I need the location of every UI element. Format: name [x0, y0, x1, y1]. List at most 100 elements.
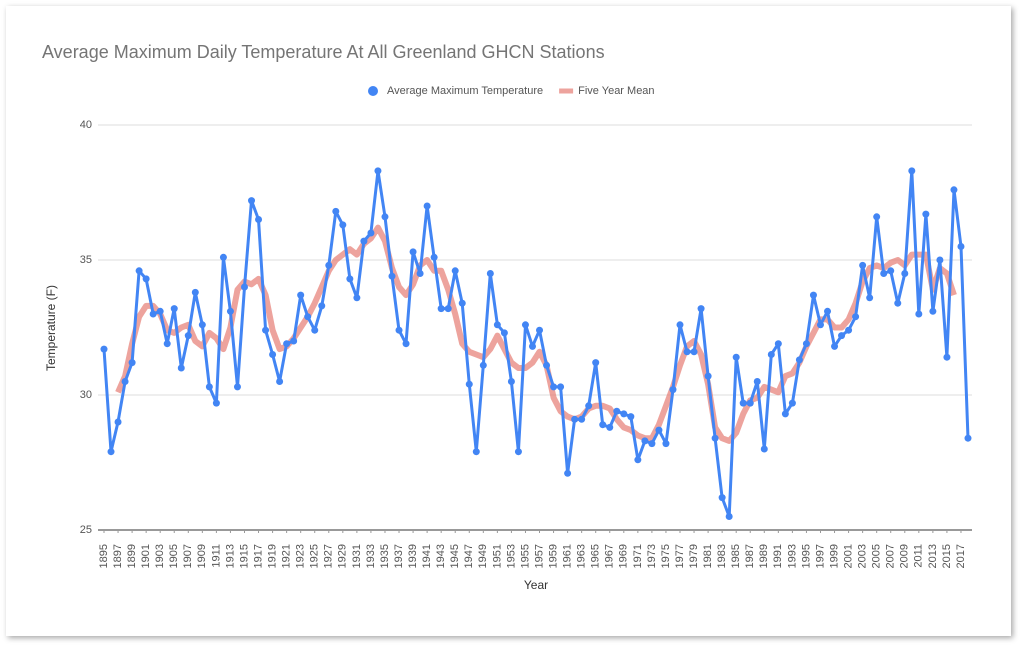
mean-line [115, 224, 957, 444]
x-tick-label: 1923 [295, 544, 307, 568]
y-tick-label: 35 [80, 254, 92, 266]
temperature-point [472, 448, 480, 456]
temperature-point [662, 440, 670, 448]
temperature-point [620, 410, 628, 418]
x-tick-label: 1897 [112, 544, 124, 568]
temperature-point [444, 305, 452, 313]
temperature-point [514, 448, 522, 456]
temperature-point [486, 270, 494, 277]
temperature-point [606, 423, 614, 431]
x-tick-label: 1931 [351, 544, 363, 568]
x-tick-label: 1983 [716, 544, 728, 568]
temperature-point [697, 305, 705, 313]
temperature-point [290, 337, 298, 345]
temperature-point [929, 307, 937, 315]
temperature-point [528, 342, 536, 350]
x-tick-label: 1985 [730, 544, 742, 568]
temperature-point [936, 256, 944, 264]
x-tick-label: 1917 [252, 544, 264, 568]
temperature-point [655, 426, 663, 434]
x-tick-label: 2001 [842, 544, 854, 568]
y-axis-title: Temperature (F) [44, 285, 58, 371]
temperature-point [838, 332, 846, 340]
temperature-point [437, 305, 445, 313]
temperature-point [339, 221, 347, 229]
temperature-point [950, 186, 958, 194]
temperature-point [676, 321, 684, 329]
x-tick-label: 1975 [660, 544, 672, 568]
temperature-point [901, 270, 909, 277]
temperature-point [543, 361, 551, 369]
temperature-point [732, 353, 740, 361]
temperature-point [859, 261, 867, 269]
x-tick-label: 1993 [786, 544, 798, 568]
temperature-point [156, 307, 164, 315]
x-tick-label: 1977 [674, 544, 686, 568]
temperature-point [788, 399, 796, 407]
x-tick-label: 2015 [941, 544, 953, 568]
x-tick-label: 2017 [955, 544, 967, 568]
temperature-point [248, 197, 256, 205]
x-tick-label: 1909 [196, 544, 208, 568]
x-tick-label: 1969 [618, 544, 630, 568]
temperature-point [781, 410, 789, 418]
card [6, 6, 1011, 636]
temperature-point [550, 383, 558, 391]
chart-title: Average Maximum Daily Temperature At All… [42, 42, 605, 62]
temperature-point [557, 383, 565, 391]
temperature-point [226, 307, 234, 315]
temperature-point [395, 326, 403, 334]
temperature-point [381, 213, 389, 221]
x-axis-title: Year [524, 578, 548, 592]
x-tick-label: 1987 [744, 544, 756, 568]
temperature-point [627, 413, 635, 421]
x-tick-label: 1927 [323, 544, 335, 568]
temperature-point [297, 291, 305, 299]
temperature-point [894, 299, 902, 307]
temperature-point [809, 291, 817, 299]
temperature-point [585, 402, 593, 410]
temperature-point [346, 275, 354, 283]
temperature-point [367, 229, 375, 237]
temperature-point [774, 340, 782, 348]
temperature-point [374, 167, 382, 175]
temperature-point [325, 261, 333, 269]
temperature-point [255, 216, 263, 223]
temperature-point [191, 288, 199, 296]
temperature-point [128, 359, 136, 367]
x-tick-label: 1919 [266, 544, 278, 568]
x-tick-label: 2013 [927, 544, 939, 568]
temperature-point [402, 340, 410, 348]
temperature-point [416, 270, 424, 277]
temperature-point [690, 348, 698, 356]
x-tick-label: 1907 [182, 544, 194, 568]
y-tick-label: 30 [80, 389, 92, 401]
temperature-point [845, 326, 853, 334]
temperature-point [135, 267, 143, 275]
x-tick-label: 1959 [547, 544, 559, 568]
x-tick-label: 1999 [828, 544, 840, 568]
temperature-point [318, 302, 326, 310]
temperature-point [240, 283, 248, 291]
temperature-point [873, 213, 881, 221]
temperature-point [704, 372, 712, 380]
x-tick-label: 1905 [168, 544, 180, 568]
temperature-point [816, 321, 824, 329]
x-tick-label: 1995 [800, 544, 812, 568]
temperature-point [564, 469, 572, 477]
temperature-point [824, 307, 832, 315]
x-tick-label: 1945 [449, 544, 461, 568]
x-tick-label: 1997 [814, 544, 826, 568]
temperature-point [648, 440, 656, 448]
temperature-point [388, 272, 396, 280]
x-tick-label: 1979 [688, 544, 700, 568]
legend-swatch [368, 86, 378, 96]
temperature-point [521, 321, 529, 329]
x-tick-label: 2005 [871, 544, 883, 568]
temperature-point [634, 456, 642, 464]
temperature-point [219, 253, 227, 261]
temperature-point [451, 267, 459, 275]
temperature-point [613, 407, 621, 415]
temperature-point [943, 353, 951, 361]
x-tick-label: 1961 [562, 544, 574, 568]
